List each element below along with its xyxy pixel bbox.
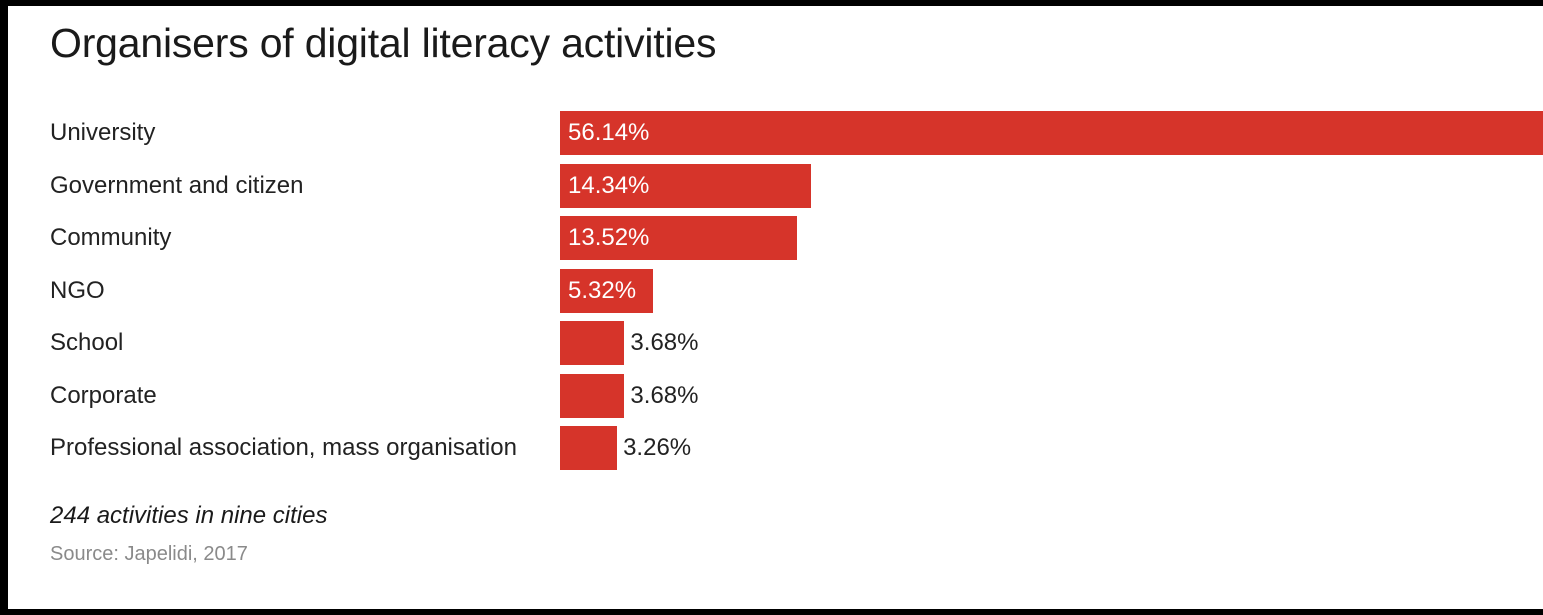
bar [560, 268, 654, 313]
value-label: 13.52% [568, 224, 650, 251]
category-label: NGO [50, 276, 105, 304]
category-label: Government and citizen [50, 171, 304, 199]
category-label: Professional association, mass organisat… [50, 434, 517, 461]
value-label: 3.68% [630, 381, 699, 409]
category-label: School [50, 329, 124, 356]
bar-chart: University 56.14% Government and citizen 14… [8, 6, 1543, 609]
value-label: 3.68% [630, 329, 699, 356]
bar [560, 373, 625, 418]
category-label: Corporate [50, 381, 157, 409]
chart-canvas: Organisers of digital literacy activitie… [8, 6, 1543, 609]
bar [560, 216, 797, 260]
value-label: 56.14% [568, 119, 650, 146]
category-label: University [50, 119, 156, 146]
bar [560, 321, 625, 365]
bar [560, 163, 812, 208]
value-label: 5.32% [568, 276, 637, 304]
value-label: 14.34% [568, 171, 650, 199]
chart-note: 244 activities in nine cities [50, 502, 328, 529]
bar [560, 111, 1543, 155]
chart-title: Organisers of digital literacy activitie… [50, 20, 717, 66]
category-label: Community [50, 224, 172, 251]
chart-source: Source: Japelidi, 2017 [50, 543, 248, 565]
bar [560, 426, 618, 470]
value-label: 3.26% [623, 434, 692, 461]
